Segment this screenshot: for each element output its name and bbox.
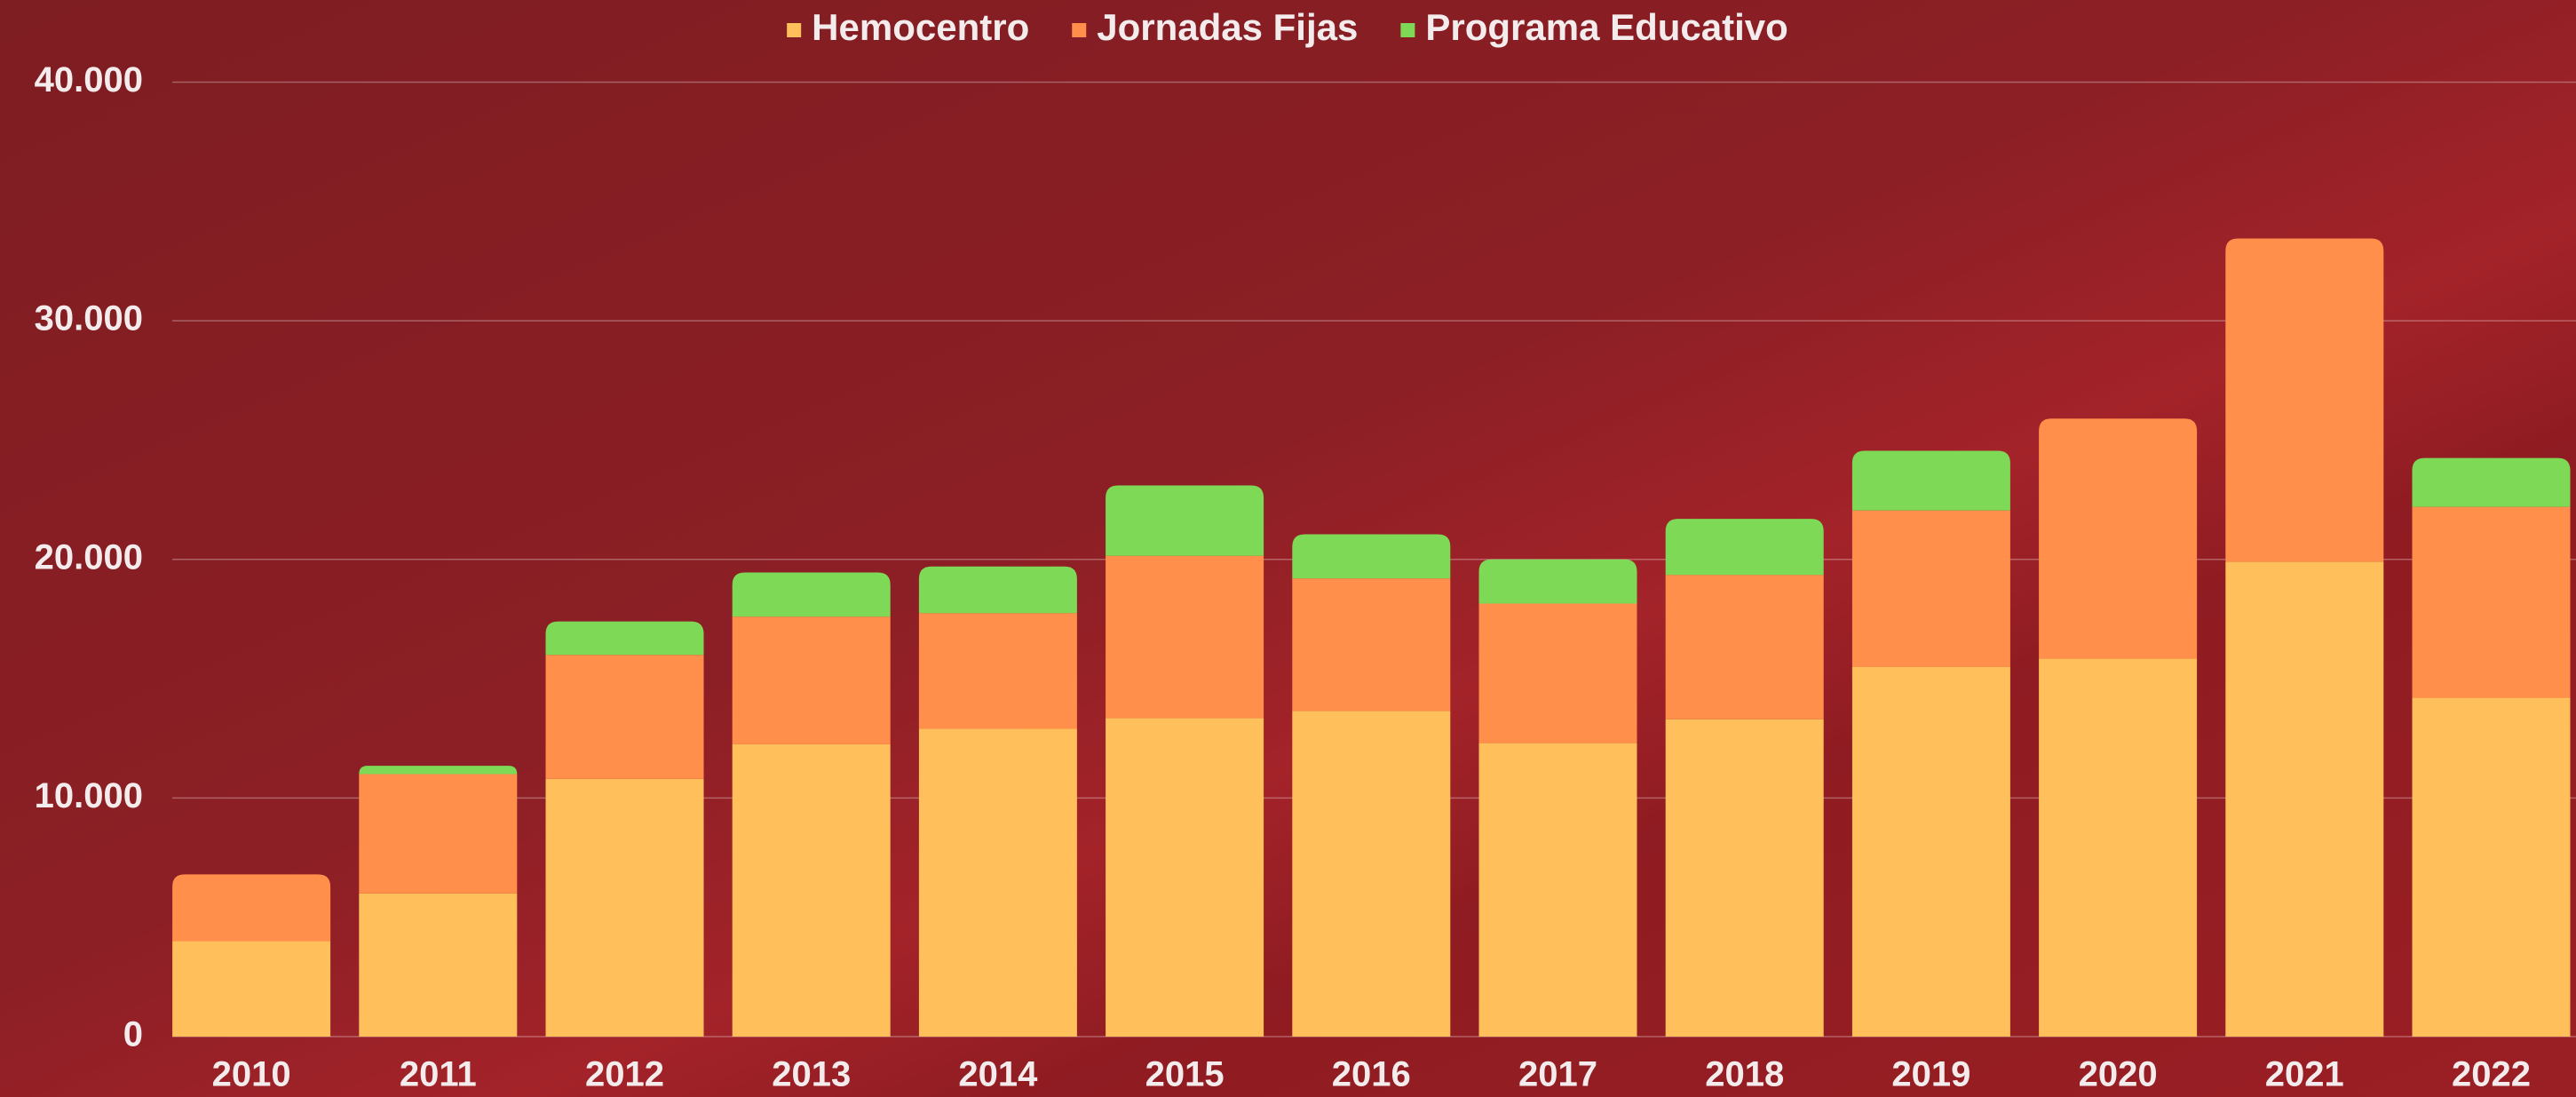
x-tick-label: 2020 [2079,1055,2158,1094]
y-tick-label: 40.000 [35,60,143,99]
bar-segment [2412,506,2571,698]
bar-segment [918,566,1077,614]
bar-segment [1292,711,1451,1037]
bar-segment [545,778,704,1037]
x-tick-label: 2021 [2265,1055,2344,1094]
bar-segment [732,616,891,744]
bar-segment [2039,658,2198,1037]
x-tick-label: 2013 [772,1055,851,1094]
x-tick-label: 2022 [2452,1055,2531,1094]
bar-segment [918,613,1077,729]
bar-segment [172,941,331,1037]
bar-segment [1478,559,1637,604]
bar-segment [732,572,891,617]
legend-label: Hemocentro [812,6,1029,48]
bar-segment [1851,666,2010,1037]
bar-segment [2412,457,2571,507]
bar-segment [918,728,1077,1037]
x-tick-label: 2010 [212,1055,291,1094]
bar-segment [1851,450,2010,511]
bar-segment [545,621,704,656]
legend-swatch [787,23,802,37]
bar-segment [2412,697,2571,1037]
bar-segment [1478,603,1637,743]
y-tick-label: 30.000 [35,299,143,338]
bar-segment [1478,743,1637,1037]
bar-segment [1106,555,1264,719]
bar-segment [732,743,891,1037]
bar-segment [2225,238,2384,562]
bar-segment [1292,534,1451,579]
legend-swatch [1400,23,1415,37]
x-tick-label: 2016 [1332,1055,1411,1094]
y-tick-label: 10.000 [35,776,143,815]
bar-segment [1665,575,1824,719]
x-tick-label: 2015 [1145,1055,1225,1094]
x-tick-label: 2014 [958,1055,1038,1094]
y-tick-label: 0 [123,1015,143,1054]
bar-segment [1851,510,2010,667]
bar-segment [1106,718,1264,1037]
x-tick-label: 2017 [1518,1055,1597,1094]
bar-segment [359,774,518,894]
bar-segment [545,655,704,779]
bar-segment [1292,578,1451,711]
legend-label: Jornadas Fijas [1097,6,1358,48]
bar-segment [1665,519,1824,576]
legend-label: Programa Educativo [1425,6,1787,48]
bar-segment [1665,719,1824,1037]
x-tick-label: 2011 [400,1055,477,1094]
legend-swatch [1072,23,1087,37]
bar-segment [172,874,331,942]
x-tick-label: 2018 [1705,1055,1784,1094]
x-tick-label: 2019 [1891,1055,1970,1094]
bar-segment [359,893,518,1037]
bar-segment [359,766,518,775]
x-tick-label: 2012 [585,1055,664,1094]
y-tick-label: 20.000 [35,537,143,576]
bar-segment [2225,561,2384,1037]
bar-segment [2039,418,2198,659]
bar-segment [1106,485,1264,556]
